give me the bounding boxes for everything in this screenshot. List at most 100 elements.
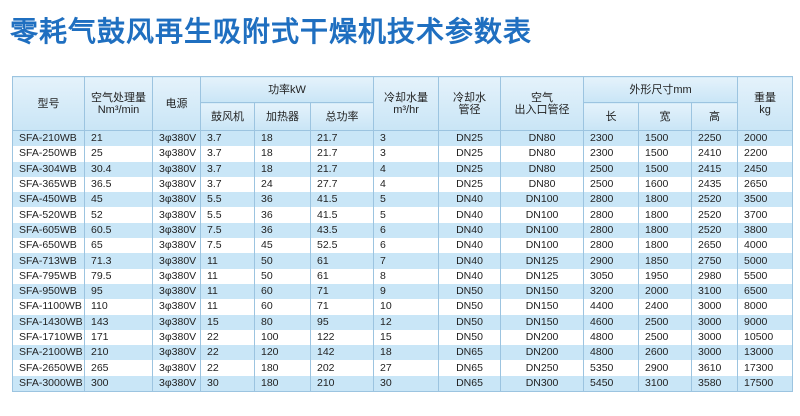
table-cell: 15 bbox=[373, 329, 440, 346]
table-cell: SFA-450WB bbox=[12, 192, 85, 208]
table-cell: 3φ380V bbox=[152, 130, 201, 147]
header-text: 长 bbox=[605, 110, 617, 123]
table-cell: 30.4 bbox=[84, 161, 153, 177]
table-cell: 60.5 bbox=[84, 222, 153, 239]
table-cell: 2900 bbox=[638, 360, 693, 376]
table-cell: 1500 bbox=[638, 146, 693, 162]
table-cell: DN80 bbox=[500, 130, 585, 147]
table-cell: DN25 bbox=[438, 161, 502, 177]
table-cell: 6 bbox=[373, 238, 440, 254]
table-cell: 11 bbox=[200, 268, 255, 284]
table-cell: SFA-250WB bbox=[12, 146, 85, 162]
table-cell: 61 bbox=[309, 268, 375, 284]
table-cell: 2000 bbox=[638, 283, 693, 300]
table-cell: 5 bbox=[373, 192, 440, 208]
table-cell: DN200 bbox=[500, 329, 585, 346]
table-cell: 11 bbox=[200, 283, 255, 300]
table-cell: 17300 bbox=[737, 360, 794, 376]
header-text: 冷却水量 bbox=[384, 91, 429, 104]
table-cell: 4 bbox=[373, 161, 440, 177]
table-cell: 95 bbox=[84, 283, 153, 300]
table-cell: 2900 bbox=[583, 253, 640, 269]
header-text: 加热器 bbox=[266, 110, 299, 123]
table-cell: 36 bbox=[254, 192, 311, 208]
table-cell: SFA-650WB bbox=[12, 238, 85, 254]
table-cell: 11 bbox=[200, 253, 255, 269]
table-cell: SFA-304WB bbox=[12, 161, 85, 177]
table-cell: 3φ380V bbox=[152, 375, 201, 393]
table-cell: 2300 bbox=[583, 146, 640, 162]
table-cell: 2520 bbox=[691, 207, 739, 223]
table-cell: 143 bbox=[84, 314, 153, 330]
table-cell: 5.5 bbox=[200, 207, 255, 223]
table-cell: 80 bbox=[254, 314, 311, 330]
table-cell: SFA-2650WB bbox=[12, 360, 85, 376]
table-cell: DN65 bbox=[438, 345, 502, 361]
table-cell: 18 bbox=[254, 130, 311, 147]
table-cell: 4000 bbox=[737, 238, 794, 254]
table-cell: 3φ380V bbox=[152, 283, 201, 300]
table-cell: 3φ380V bbox=[152, 268, 201, 284]
table-cell: DN80 bbox=[500, 176, 585, 193]
table-cell: DN40 bbox=[438, 253, 502, 269]
table-cell: DN150 bbox=[500, 283, 585, 300]
header-cell: 外形尺寸mm bbox=[583, 76, 739, 103]
table-cell: 2000 bbox=[737, 130, 794, 147]
table-row: SFA-1710WB 171 3φ380V 22 100 122 15 DN50 DN200 48… bbox=[12, 329, 794, 346]
table-cell: 3000 bbox=[691, 345, 739, 361]
table-cell: 1850 bbox=[638, 253, 693, 269]
header-text: 电源 bbox=[165, 97, 188, 110]
table-cell: 79.5 bbox=[84, 268, 153, 284]
table-cell: 3φ380V bbox=[152, 222, 201, 239]
table-cell: 22 bbox=[200, 329, 255, 346]
table-cell: 6500 bbox=[737, 283, 794, 300]
table-cell: 120 bbox=[254, 345, 311, 361]
table-cell: 41.5 bbox=[309, 207, 375, 223]
table-cell: 2500 bbox=[583, 176, 640, 193]
table-cell: 50 bbox=[254, 253, 311, 269]
table-cell: 7.5 bbox=[200, 222, 255, 239]
table-cell: 2520 bbox=[691, 192, 739, 208]
table-cell: 3φ380V bbox=[152, 192, 201, 208]
table-cell: 60 bbox=[254, 299, 311, 315]
table-cell: DN300 bbox=[500, 375, 585, 393]
table-row: SFA-2650WB 265 3φ380V 22 180 202 27 DN65 DN250 53… bbox=[12, 360, 794, 376]
table-cell: DN40 bbox=[438, 222, 502, 239]
table-cell: 71 bbox=[309, 283, 375, 300]
header-cell: 冷却水 管径 bbox=[438, 76, 502, 131]
table-cell: 2650 bbox=[737, 176, 794, 193]
table-cell: SFA-210WB bbox=[12, 130, 85, 147]
table-cell: DN40 bbox=[438, 207, 502, 223]
table-cell: SFA-3000WB bbox=[12, 375, 85, 393]
table-cell: 71 bbox=[309, 299, 375, 315]
table-cell: SFA-520WB bbox=[12, 207, 85, 223]
table-cell: 8000 bbox=[737, 299, 794, 315]
table-cell: 45 bbox=[84, 192, 153, 208]
table-cell: 300 bbox=[84, 375, 153, 393]
table-cell: SFA-605WB bbox=[12, 222, 85, 239]
table-cell: 21 bbox=[84, 130, 153, 147]
table-cell: 3φ380V bbox=[152, 253, 201, 269]
table-cell: 1800 bbox=[638, 238, 693, 254]
table-cell: 30 bbox=[200, 375, 255, 393]
table-cell: 27.7 bbox=[309, 176, 375, 193]
table-cell: 30 bbox=[373, 375, 440, 393]
header-text: 外形尺寸mm bbox=[629, 83, 692, 96]
table-row: SFA-950WB 95 3φ380V 11 60 71 9 DN50 DN150 3200 200… bbox=[12, 283, 794, 300]
table-cell: 3φ380V bbox=[152, 207, 201, 223]
table-cell: 15 bbox=[200, 314, 255, 330]
table-cell: 2415 bbox=[691, 161, 739, 177]
table-cell: 5450 bbox=[583, 375, 640, 393]
table-cell: 7.5 bbox=[200, 238, 255, 254]
table-cell: 3 bbox=[373, 146, 440, 162]
table-cell: 3800 bbox=[737, 222, 794, 239]
table-cell: DN25 bbox=[438, 176, 502, 193]
table-cell: DN100 bbox=[500, 238, 585, 254]
table-cell: 3φ380V bbox=[152, 345, 201, 361]
table-cell: 17500 bbox=[737, 375, 794, 393]
table-cell: 3.7 bbox=[200, 130, 255, 147]
table-cell: 1800 bbox=[638, 192, 693, 208]
table-cell: DN65 bbox=[438, 375, 502, 393]
table-cell: DN50 bbox=[438, 299, 502, 315]
